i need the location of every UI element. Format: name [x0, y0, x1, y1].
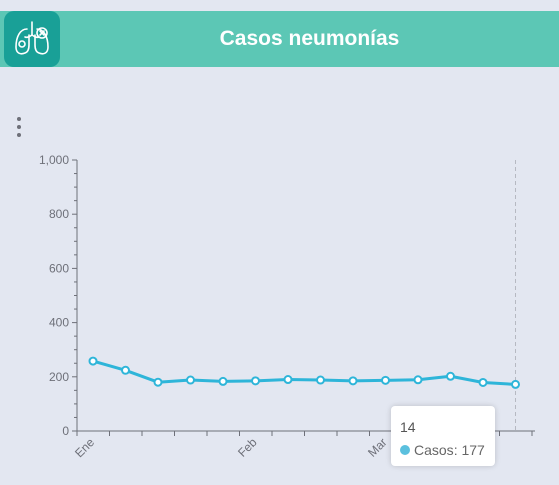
- data-point[interactable]: [413, 375, 423, 385]
- lungs-icon: [4, 11, 60, 67]
- y-tick-label: 200: [49, 370, 69, 384]
- data-point[interactable]: [251, 376, 260, 386]
- data-point[interactable]: [316, 375, 325, 385]
- x-tick-label: Ene: [72, 435, 97, 460]
- data-point[interactable]: [88, 356, 98, 366]
- data-point[interactable]: [121, 365, 130, 375]
- data-point[interactable]: [348, 376, 358, 386]
- x-tick-label: Mar: [365, 435, 390, 460]
- data-point[interactable]: [218, 376, 228, 386]
- y-tick-label: 600: [49, 261, 69, 275]
- y-tick-label: 800: [49, 207, 69, 221]
- chart-tooltip: 14 Casos: 177: [391, 406, 495, 466]
- data-point[interactable]: [446, 371, 455, 381]
- tooltip-series-label: Casos: [414, 442, 454, 458]
- series-line-casos: [92, 359, 516, 386]
- y-tick-label: 400: [49, 316, 69, 330]
- data-point[interactable]: [153, 377, 163, 387]
- data-point[interactable]: [478, 377, 488, 387]
- tooltip-row: Casos: 177: [400, 442, 485, 458]
- tooltip-title: 14: [400, 419, 416, 435]
- tooltip-series-dot: [400, 445, 410, 455]
- x-tick-label: Feb: [235, 435, 260, 460]
- y-tick-label: 1,000: [39, 153, 69, 167]
- page-title: Casos neumonías: [219, 27, 400, 50]
- data-point[interactable]: [283, 375, 293, 385]
- data-point[interactable]: [511, 379, 520, 389]
- tooltip-value: 177: [461, 442, 485, 458]
- data-point[interactable]: [381, 375, 390, 385]
- header-bar: [0, 11, 559, 67]
- data-point[interactable]: [186, 375, 195, 385]
- more-vertical-icon[interactable]: [13, 117, 25, 137]
- y-tick-label: 0: [62, 424, 69, 438]
